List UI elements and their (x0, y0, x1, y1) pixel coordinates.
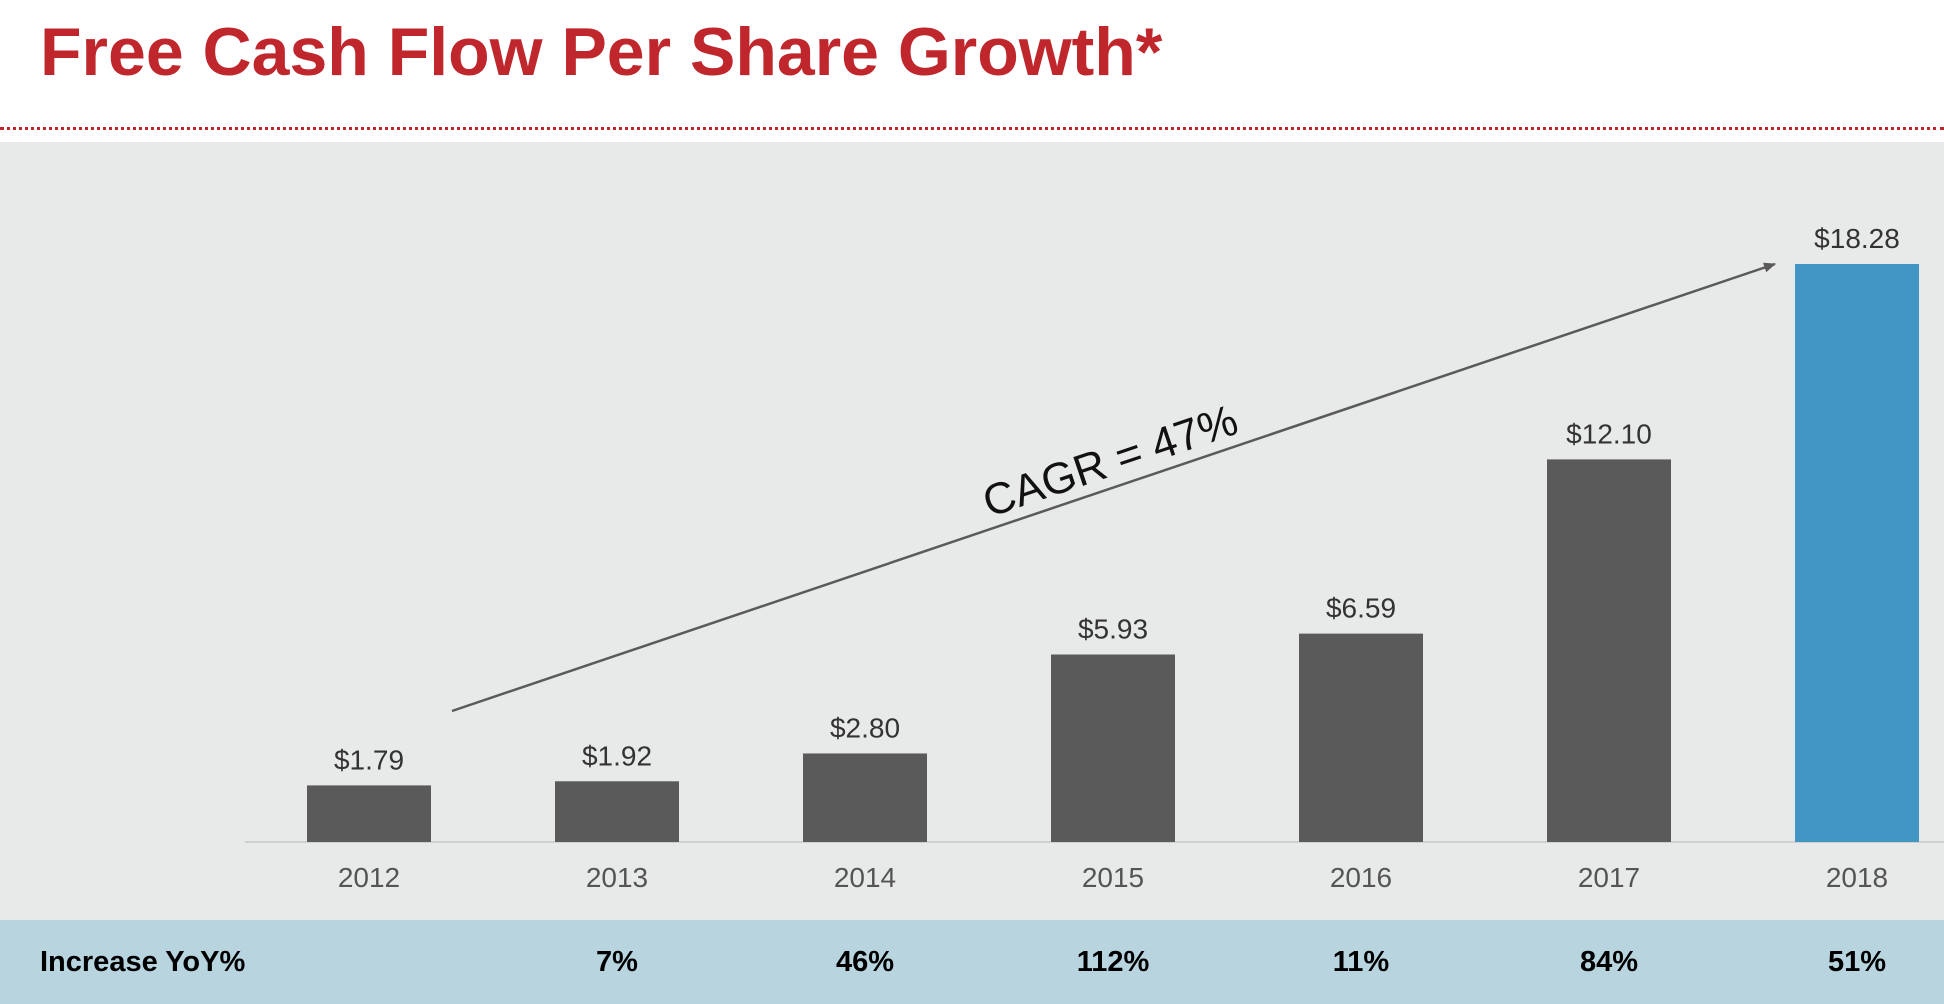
bar-2012 (307, 785, 431, 842)
value-label-2013: $1.92 (582, 740, 652, 771)
value-label-2014: $2.80 (830, 712, 900, 743)
x-tick-2015: 2015 (1082, 862, 1144, 893)
yoy-value-2014: 46% (835, 946, 895, 978)
bar-2013 (555, 781, 679, 842)
bar-2018 (1795, 264, 1919, 842)
value-label-2018: $18.28 (1814, 223, 1900, 254)
value-label-2015: $5.93 (1078, 613, 1148, 644)
page-title: Free Cash Flow Per Share Growth* (40, 14, 1163, 90)
x-tick-2016: 2016 (1330, 862, 1392, 893)
bar-2016 (1299, 633, 1423, 842)
yoy-value-2018: 51% (1827, 946, 1887, 978)
bar-chart: $1.79 $1.92 $2.80 $5.93 $6.59 $12.10 $18.28 20… (245, 223, 1944, 893)
x-tick-2013: 2013 (586, 862, 648, 893)
yoy-band: Increase YoY% 7% 46% 112% 11% 84% 51% (0, 920, 1944, 1004)
bar-2015 (1051, 654, 1175, 842)
yoy-value-2013: 7% (596, 946, 638, 978)
value-label-2016: $6.59 (1326, 593, 1396, 624)
yoy-row-label: Increase YoY% (40, 946, 246, 978)
yoy-value-2017: 84% (1579, 946, 1639, 978)
x-tick-2012: 2012 (338, 862, 400, 893)
value-label-2017: $12.10 (1566, 418, 1652, 449)
bar-2017 (1547, 459, 1671, 842)
x-tick-2017: 2017 (1578, 862, 1640, 893)
yoy-value-2015: 112% (1076, 946, 1150, 978)
cagr-arrow (451, 262, 1776, 713)
bar-2014 (803, 753, 927, 842)
x-tick-2014: 2014 (834, 862, 896, 893)
value-label-2012: $1.79 (334, 744, 404, 775)
title-divider (0, 127, 1944, 130)
cagr-annotation: CAGR = 47% (977, 396, 1244, 527)
x-tick-2018: 2018 (1826, 862, 1888, 893)
yoy-value-2016: 11% (1332, 946, 1390, 978)
